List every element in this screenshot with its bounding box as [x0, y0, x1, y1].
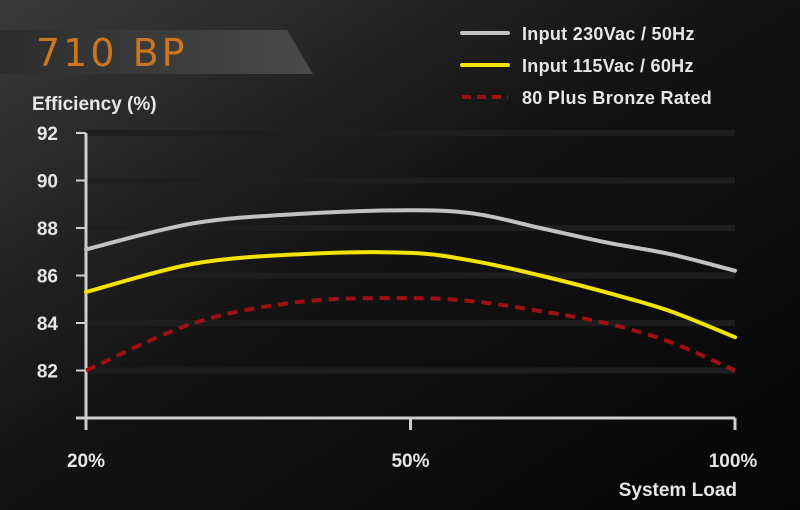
legend-label-bronze: 80 Plus Bronze Rated: [522, 88, 712, 108]
y-tick-label-82: 82: [37, 362, 58, 383]
x-tick-label-2: 100%: [709, 451, 758, 472]
series-layer: [84, 208, 737, 373]
series-line-115v: [84, 250, 737, 340]
y-tick-label-84: 84: [37, 314, 59, 335]
y-tick-label-90: 90: [37, 172, 58, 193]
axis-layer: [76, 132, 737, 430]
y-tick-label-92: 92: [37, 124, 58, 145]
series-line-230v: [84, 208, 737, 273]
legend: Input 230Vac / 50Hz Input 115Vac / 60Hz …: [460, 24, 712, 108]
chart-title: 710 BP: [36, 31, 188, 75]
x-axis-title: System Load: [619, 480, 737, 501]
grid-layer: [86, 130, 735, 374]
y-tick-label-88: 88: [37, 219, 58, 240]
tick-layer: 92 90 88 86 84 82 20% 50% 100%: [37, 124, 758, 472]
title-banner: [0, 30, 313, 74]
legend-label-230v: Input 230Vac / 50Hz: [522, 24, 695, 44]
legend-label-115v: Input 115Vac / 60Hz: [522, 56, 694, 76]
x-tick-label-0: 20%: [67, 451, 105, 472]
x-tick-label-1: 50%: [391, 451, 429, 472]
y-axis-title: Efficiency (%): [32, 94, 157, 115]
y-tick-label-86: 86: [37, 267, 58, 288]
